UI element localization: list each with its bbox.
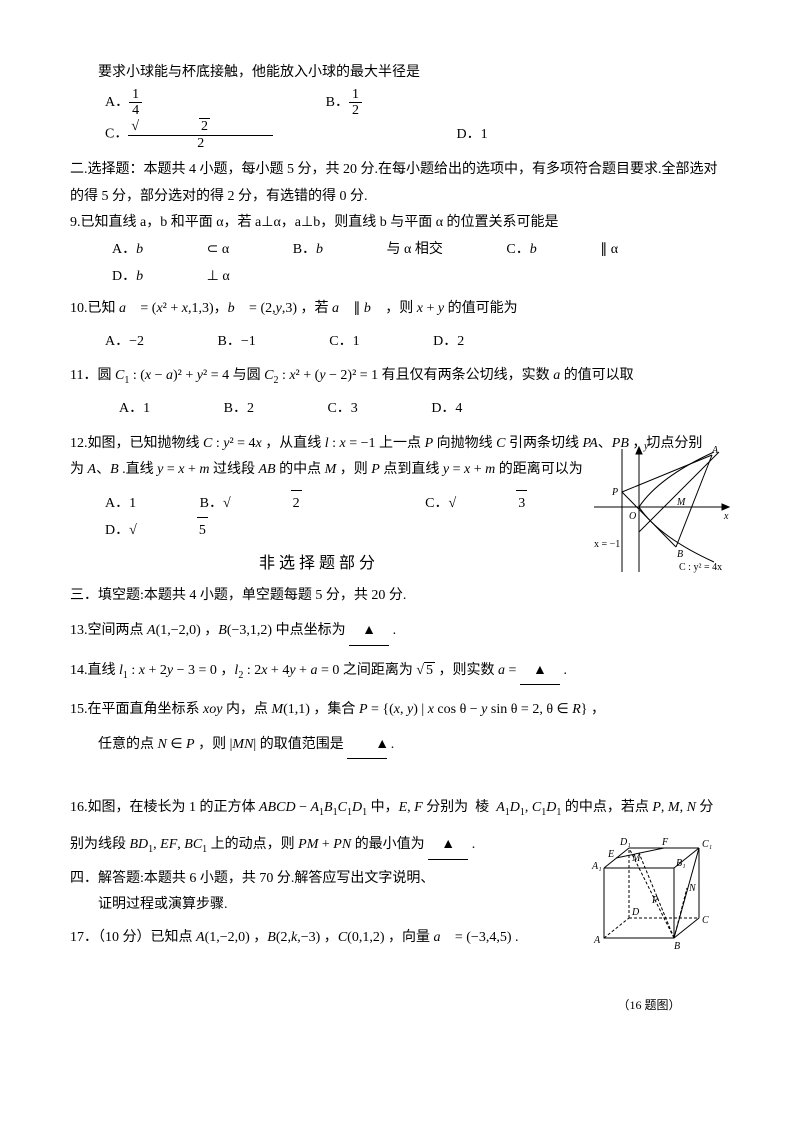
fig-label-x: x: [723, 511, 729, 522]
cube-figure: A B C D A₁ B₁ C₁ D₁ E F M N P （16 题图）: [584, 833, 714, 1016]
blank-13: ▲: [349, 618, 389, 646]
q10-prefix: 10.已知: [70, 301, 116, 316]
fig-label-o: O: [629, 511, 636, 522]
cube-d1: D₁: [619, 837, 631, 848]
q11-options: A．1 B．2 C．3 D．4: [119, 396, 724, 423]
q9-opt-d: D．b ⊥ α: [112, 264, 230, 291]
cube-c: C: [702, 915, 709, 926]
q10-opt-d: D．2: [433, 329, 464, 356]
nonmc-title: 非 选 择 题 部 分: [70, 549, 564, 579]
q15b: 任意的点 N ∈ P ，则 |MN| 的取值范围是 ▲ .: [70, 732, 724, 760]
blank-15: ▲: [347, 732, 387, 760]
q10-opt-a: A．−2: [105, 329, 144, 356]
q14: 14.直线 l1 : x + 2y − 3 = 0 ，l2 : 2x + 4y …: [70, 658, 724, 686]
cube-d: D: [631, 907, 640, 918]
fig-label-p: P: [611, 487, 618, 498]
q9-options: A．b ⊂ α B．b 与 α 相交 C．b ∥ α D．b ⊥ α: [112, 237, 724, 290]
q12-opt-b: B．2: [200, 490, 362, 518]
blank-14: ▲: [520, 658, 560, 686]
q11-stem: 11．圆 C1 : (x − a)² + y² = 4 与圆 C2 : x² +…: [70, 363, 724, 390]
fig-label-curve: C : y² = 4x: [679, 562, 722, 573]
fig-label-xneg1: x = −1: [594, 539, 620, 550]
q8-opt-c: C．22: [105, 118, 393, 151]
fig16-label: （16 题图）: [584, 994, 714, 1017]
q8-stem: 要求小球能与杯底接触，他能放入小球的最大半径是: [70, 60, 724, 87]
q12-opt-a: A．1: [105, 491, 136, 518]
q9-opt-a: A．b ⊂ α: [112, 237, 229, 264]
cube-c1: C₁: [702, 839, 712, 850]
q13: 13.空间两点 A(1,−2,0) ，B(−3,1,2) 中点坐标为 ▲ .: [70, 618, 724, 646]
cube-f: F: [661, 837, 669, 848]
q10-opt-c: C．1: [329, 329, 359, 356]
fig-label-b: B: [677, 549, 683, 560]
q11-opt-a: A．1: [119, 396, 150, 423]
fig-label-a: A: [711, 445, 719, 456]
blank-16: ▲: [428, 832, 468, 860]
q9-opt-b: B．b 与 α 相交: [293, 237, 443, 264]
cube-a1: A₁: [591, 861, 602, 872]
q16a: 16.如图，在棱长为 1 的正方体 ABCD − A1B1C1D1 中，E, F…: [70, 795, 724, 822]
q11-opt-b: B．2: [224, 396, 254, 423]
q8-opt-a: A．14: [105, 87, 262, 119]
q10-opt-b: B．−1: [218, 329, 256, 356]
q12-opt-c: C．3: [425, 490, 587, 518]
q15a: 15.在平面直角坐标系 xoy 内，点 M(1,1) ，集合 P = {(x, …: [70, 697, 724, 724]
parabola-figure: y x O A B P M x = −1 C : y² = 4x: [584, 437, 734, 588]
q8-opt-d: D．1: [457, 122, 488, 149]
q9-opt-c: C．b ∥ α: [506, 237, 618, 264]
cube-e: E: [607, 849, 614, 860]
cube-n: N: [688, 883, 697, 894]
q8-opt-b: B．12: [326, 87, 482, 119]
q9-stem: 9.已知直线 a，b 和平面 α，若 a⊥α，a⊥b，则直线 b 与平面 α 的…: [70, 210, 724, 237]
fig-label-y: y: [643, 441, 649, 452]
section2-heading: 二.选择题：本题共 4 小题，每小题 5 分，共 20 分.在每小题给出的选项中…: [70, 157, 724, 210]
q10-options: A．−2 B．−1 C．1 D．2: [105, 329, 724, 356]
q10-stem: 10.已知 a⃗ = (x² + x,1,3)，b⃗ = (2,y,3) ，若 …: [70, 296, 724, 323]
cube-b1: B₁: [676, 858, 686, 869]
fig-label-m: M: [676, 497, 686, 508]
q8-options: A．14 B．12 C．22 D．1: [105, 87, 724, 152]
cube-p: P: [651, 895, 658, 906]
q11-opt-d: D．4: [431, 396, 462, 423]
q11-opt-c: C．3: [327, 396, 357, 423]
cube-b: B: [674, 941, 680, 952]
q12-opt-d: D．5: [105, 517, 268, 545]
cube-m: M: [631, 853, 641, 864]
cube-a: A: [593, 935, 601, 946]
